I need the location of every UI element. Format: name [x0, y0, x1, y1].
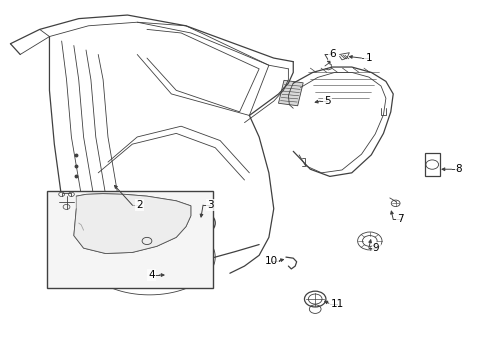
- Text: 6: 6: [328, 49, 335, 59]
- Text: 7: 7: [396, 215, 403, 224]
- Bar: [47, 191, 212, 288]
- Polygon shape: [74, 194, 190, 253]
- Text: 8: 8: [455, 164, 462, 174]
- Text: 4: 4: [148, 270, 155, 280]
- Text: 11: 11: [330, 299, 343, 309]
- Text: 2: 2: [136, 200, 142, 210]
- Text: 5: 5: [324, 96, 330, 106]
- Text: 10: 10: [264, 256, 277, 266]
- Text: 3: 3: [206, 200, 213, 210]
- Text: 1: 1: [365, 53, 371, 63]
- Text: 9: 9: [372, 243, 379, 253]
- Bar: [278, 80, 303, 106]
